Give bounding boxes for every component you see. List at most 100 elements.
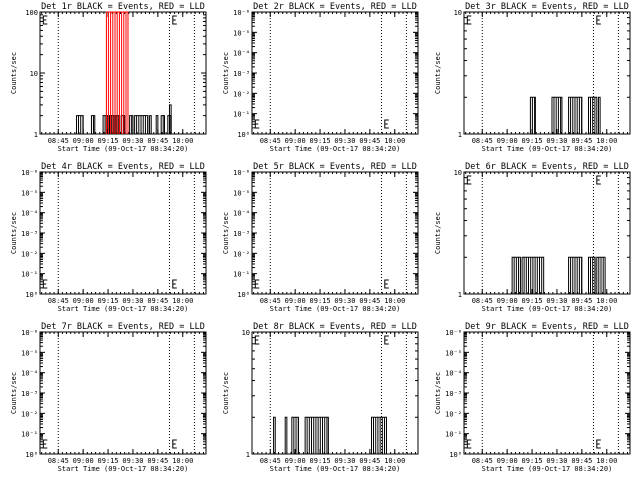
y-axis-label: Counts/sec (222, 372, 230, 414)
chart-panel-8: Det 8r BLACK = Events, RED = LLD Counts/s… (222, 322, 419, 473)
chart-title: Det 2r BLACK = Events, RED = LLD (253, 2, 417, 12)
event-rate-trace (134, 115, 149, 134)
x-tick-label: 08:45 (48, 137, 69, 145)
y-tick-label: 10⁻² (233, 90, 250, 98)
x-tick-label: 09:45 (571, 297, 592, 305)
x-axis-label: Start Time (09-Oct-17 08:34:20) (482, 465, 613, 473)
x-tick-label: 09:45 (359, 457, 380, 465)
event-rate-trace (304, 416, 329, 454)
x-axis-label: Start Time (09-Oct-17 08:34:20) (270, 305, 401, 313)
y-tick-label: 10⁻⁵ (21, 349, 38, 357)
y-tick-label: 10⁻⁵ (21, 189, 38, 197)
x-tick-label: 09:45 (571, 457, 592, 465)
y-tick-label: 10⁻³ (445, 390, 462, 398)
x-tick-label: 10:00 (596, 457, 617, 465)
y-tick-label: 10⁻⁴ (233, 50, 250, 58)
x-tick-label: 09:45 (147, 457, 168, 465)
y-axis-label: Counts/sec (434, 52, 442, 94)
y-tick-label: 10⁻³ (21, 230, 38, 238)
chart-title: Det 4r BLACK = Events, RED = LLD (41, 162, 205, 172)
x-tick-label: 09:45 (147, 297, 168, 305)
y-tick-label: 10⁰ (237, 131, 250, 139)
chart-title: Det 6r BLACK = Events, RED = LLD (465, 162, 629, 172)
chart-title: Det 9r BLACK = Events, RED = LLD (465, 322, 629, 332)
y-tick-label: 10⁻⁴ (21, 210, 38, 218)
plot-frame (251, 171, 419, 295)
event-rate-trace (596, 256, 606, 294)
y-tick-label: 10⁻⁶ (21, 329, 38, 337)
y-tick-label: 10⁻² (21, 250, 38, 258)
y-axis-label: Counts/sec (222, 212, 230, 254)
event-rate-trace (273, 416, 276, 454)
chart-title: Det 5r BLACK = Events, RED = LLD (253, 162, 417, 172)
chart-panel-1: Det 1r BLACK = Events, RED = LLD Counts/s… (10, 2, 207, 153)
chart-panel-9: Det 9r BLACK = Events, RED = LLD Counts/s… (434, 322, 631, 473)
event-rate-trace (511, 256, 521, 294)
chart-title: Det 7r BLACK = Events, RED = LLD (41, 322, 205, 332)
y-tick-label: 10⁻⁴ (233, 210, 250, 218)
event-rate-trace (155, 115, 159, 134)
x-tick-label: 08:45 (48, 457, 69, 465)
y-tick-label: 10⁻³ (21, 390, 38, 398)
y-axis-label: Counts/sec (434, 212, 442, 254)
x-tick-label: 08:45 (260, 137, 281, 145)
x-tick-label: 09:45 (359, 137, 380, 145)
y-axis-label: Counts/sec (10, 372, 18, 414)
bracket-marker (42, 15, 48, 25)
x-axis-label: Start Time (09-Oct-17 08:34:20) (58, 145, 189, 153)
x-tick-label: 10:00 (596, 297, 617, 305)
x-tick-label: 09:00 (73, 457, 94, 465)
x-tick-label: 09:30 (122, 297, 143, 305)
x-tick-label: 10:00 (172, 457, 193, 465)
x-tick-label: 09:15 (310, 137, 331, 145)
x-tick-label: 09:15 (522, 297, 543, 305)
x-tick-label: 09:30 (334, 297, 355, 305)
x-tick-label: 08:45 (48, 297, 69, 305)
x-tick-label: 09:45 (147, 137, 168, 145)
x-tick-label: 10:00 (172, 137, 193, 145)
y-tick-label: 10 (242, 329, 250, 337)
x-tick-label: 08:45 (472, 297, 493, 305)
y-axis-label: Counts/sec (10, 212, 18, 254)
event-rate-trace (160, 115, 165, 134)
event-rate-trace (149, 115, 152, 134)
y-tick-label: 10⁻¹ (445, 431, 462, 439)
x-tick-label: 10:00 (384, 137, 405, 145)
y-tick-label: 10⁻⁶ (445, 329, 462, 337)
x-tick-label: 09:30 (546, 457, 567, 465)
bracket-marker (42, 439, 48, 449)
event-rate-trace (76, 115, 84, 134)
y-tick-label: 10⁻² (233, 250, 250, 258)
y-tick-label: 10⁻⁵ (233, 29, 250, 37)
event-rate-trace (568, 256, 583, 294)
y-axis-label: Counts/sec (434, 372, 442, 414)
x-tick-label: 10:00 (596, 137, 617, 145)
plot-frame (463, 331, 631, 455)
y-tick-label: 10⁰ (237, 291, 250, 299)
x-tick-label: 09:15 (310, 457, 331, 465)
y-tick-label: 10⁰ (25, 451, 38, 459)
bracket-marker (172, 439, 177, 449)
bracket-marker (384, 279, 389, 289)
plot-frame (39, 171, 207, 295)
chart-panel-2: Det 2r BLACK = Events, RED = LLD Counts/s… (222, 2, 419, 153)
chart-panel-5: Det 5r BLACK = Events, RED = LLD Counts/s… (222, 162, 419, 313)
x-tick-label: 09:15 (98, 457, 119, 465)
event-rate-trace (371, 416, 387, 454)
event-rate-trace (568, 96, 583, 134)
event-rate-trace (551, 96, 563, 134)
x-tick-label: 09:15 (522, 137, 543, 145)
event-rate-trace (588, 96, 598, 134)
x-tick-label: 09:00 (497, 297, 518, 305)
x-axis-label: Start Time (09-Oct-17 08:34:20) (58, 305, 189, 313)
x-tick-label: 10:00 (384, 297, 405, 305)
x-tick-label: 09:00 (73, 137, 94, 145)
chart-title: Det 1r BLACK = Events, RED = LLD (41, 2, 205, 12)
event-rate-trace (588, 256, 596, 294)
x-axis-label: Start Time (09-Oct-17 08:34:20) (270, 145, 401, 153)
y-tick-label: 1 (34, 131, 38, 139)
x-tick-label: 09:00 (497, 137, 518, 145)
y-tick-label: 10⁻⁶ (21, 169, 38, 177)
y-tick-label: 10⁰ (449, 451, 462, 459)
x-tick-label: 09:00 (73, 297, 94, 305)
